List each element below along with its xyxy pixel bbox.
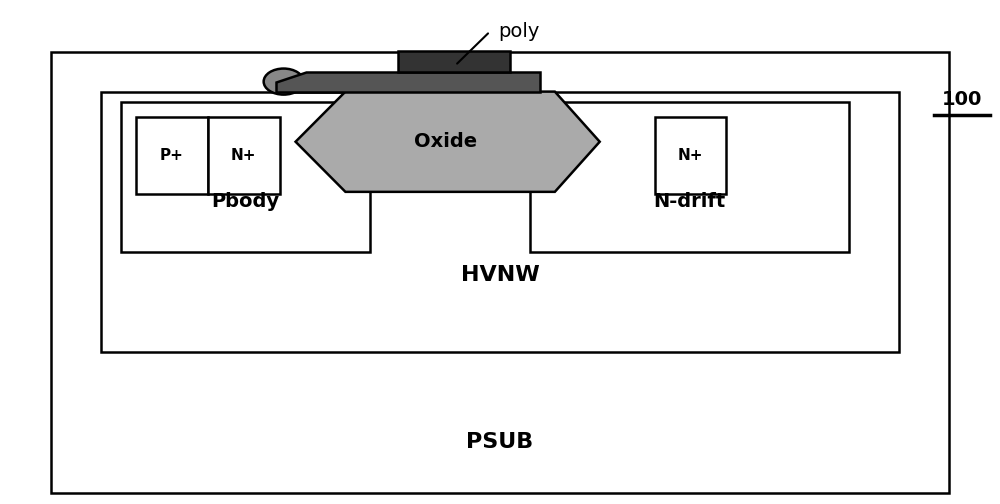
Text: poly: poly [498,22,539,41]
Polygon shape [276,72,540,92]
Bar [101,92,899,352]
Text: P+: P+ [160,148,184,163]
Bar [136,116,208,195]
Bar [121,102,370,252]
Ellipse shape [264,69,304,95]
Text: N+: N+ [678,148,703,163]
Text: Pbody: Pbody [212,193,280,211]
Text: HVNW: HVNW [461,265,539,285]
Text: N+: N+ [231,148,256,163]
Text: PSUB: PSUB [466,432,534,453]
Text: N-drift: N-drift [653,193,726,211]
Text: Oxide: Oxide [414,132,477,151]
Bar [530,102,849,252]
Polygon shape [296,92,600,192]
Bar [208,116,280,195]
Bar [398,50,510,72]
Text: 100: 100 [942,90,982,109]
Bar [51,51,949,492]
Bar [655,116,726,195]
